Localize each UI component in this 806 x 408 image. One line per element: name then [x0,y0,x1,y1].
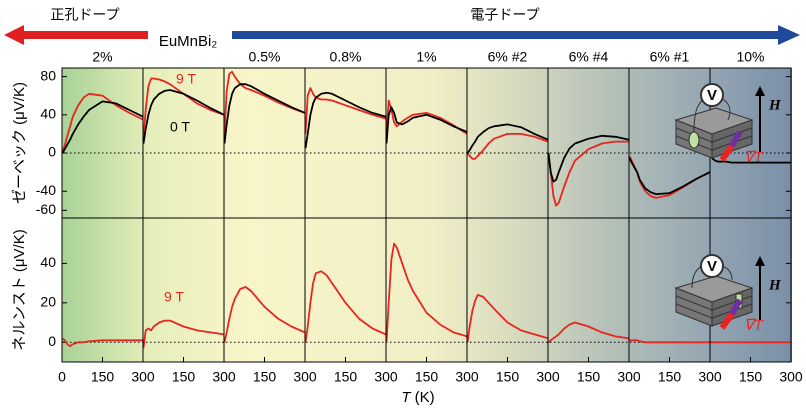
panel-label: 6% #4 [569,49,609,65]
x-label-unit: (K) [415,389,435,406]
inset-field: H [768,97,782,113]
inset-voltage: V [707,258,717,275]
x-tick-label: 150 [496,369,520,385]
y-tick-label: 0 [48,144,56,160]
figure: 正孔ドープ 電子ドープ EuMnBi₂ T (K) ゼーベック (μV/K) ネ… [0,0,806,408]
x-tick-label: 300 [293,369,317,385]
x-tick-label: 150 [172,369,196,385]
x-tick-label: 150 [415,369,439,385]
y-tick-label: 0 [48,333,56,349]
x-label-symbol: T [401,389,412,406]
label-9t: 9 T [176,71,196,87]
hole-arrow-head [4,25,24,45]
y-tick-label: 80 [40,67,56,83]
x-tick-label: 0 [58,369,66,385]
x-tick-label: 300 [212,369,236,385]
panel-label: 6% #1 [650,49,690,65]
label-0t: 0 T [170,119,190,135]
y-tick-label: -60 [36,201,56,217]
parent-label: EuMnBi₂ [159,33,218,50]
y-tick-label: 20 [40,294,56,310]
y-tick-label: 40 [40,106,56,122]
x-tick-label: 300 [779,369,803,385]
hole-label: 正孔ドープ [50,7,119,23]
nernst-axis-label: ネルンスト (μV/K) [11,229,28,350]
electron-label: 電子ドープ [470,7,539,23]
panel-label: 10% [736,49,764,65]
plot-background [62,68,792,362]
seebeck-axis-label: ゼーベック (μV/K) [11,82,28,204]
label-9t: 9 T [164,289,184,305]
panel-label: 6% #2 [488,49,528,65]
x-tick-label: 300 [131,369,155,385]
x-tick-label: 300 [536,369,560,385]
x-tick-label: 300 [617,369,641,385]
x-tick-label: 150 [334,369,358,385]
inset-field: H [768,277,782,293]
x-tick-label: 150 [739,369,763,385]
x-tick-label: 300 [698,369,722,385]
y-tick-label: 40 [40,254,56,270]
panel-label: 0.5% [249,49,281,65]
x-axis-label: T (K) [401,389,434,406]
x-tick-label: 150 [658,369,682,385]
panel-label: 2% [92,49,112,65]
inset-voltage: V [707,87,717,104]
y-tick-label: -40 [36,182,56,198]
x-tick-label: 300 [455,369,479,385]
x-tick-label: 150 [253,369,277,385]
panel-label: 0.8% [330,49,362,65]
inset-gradient: ∇T [744,317,764,333]
x-tick-label: 150 [91,369,115,385]
x-tick-label: 150 [577,369,601,385]
inset-gradient: ∇T [744,149,764,165]
electron-arrow-head [778,25,800,45]
x-tick-label: 300 [374,369,398,385]
panel-label: 1% [416,49,436,65]
